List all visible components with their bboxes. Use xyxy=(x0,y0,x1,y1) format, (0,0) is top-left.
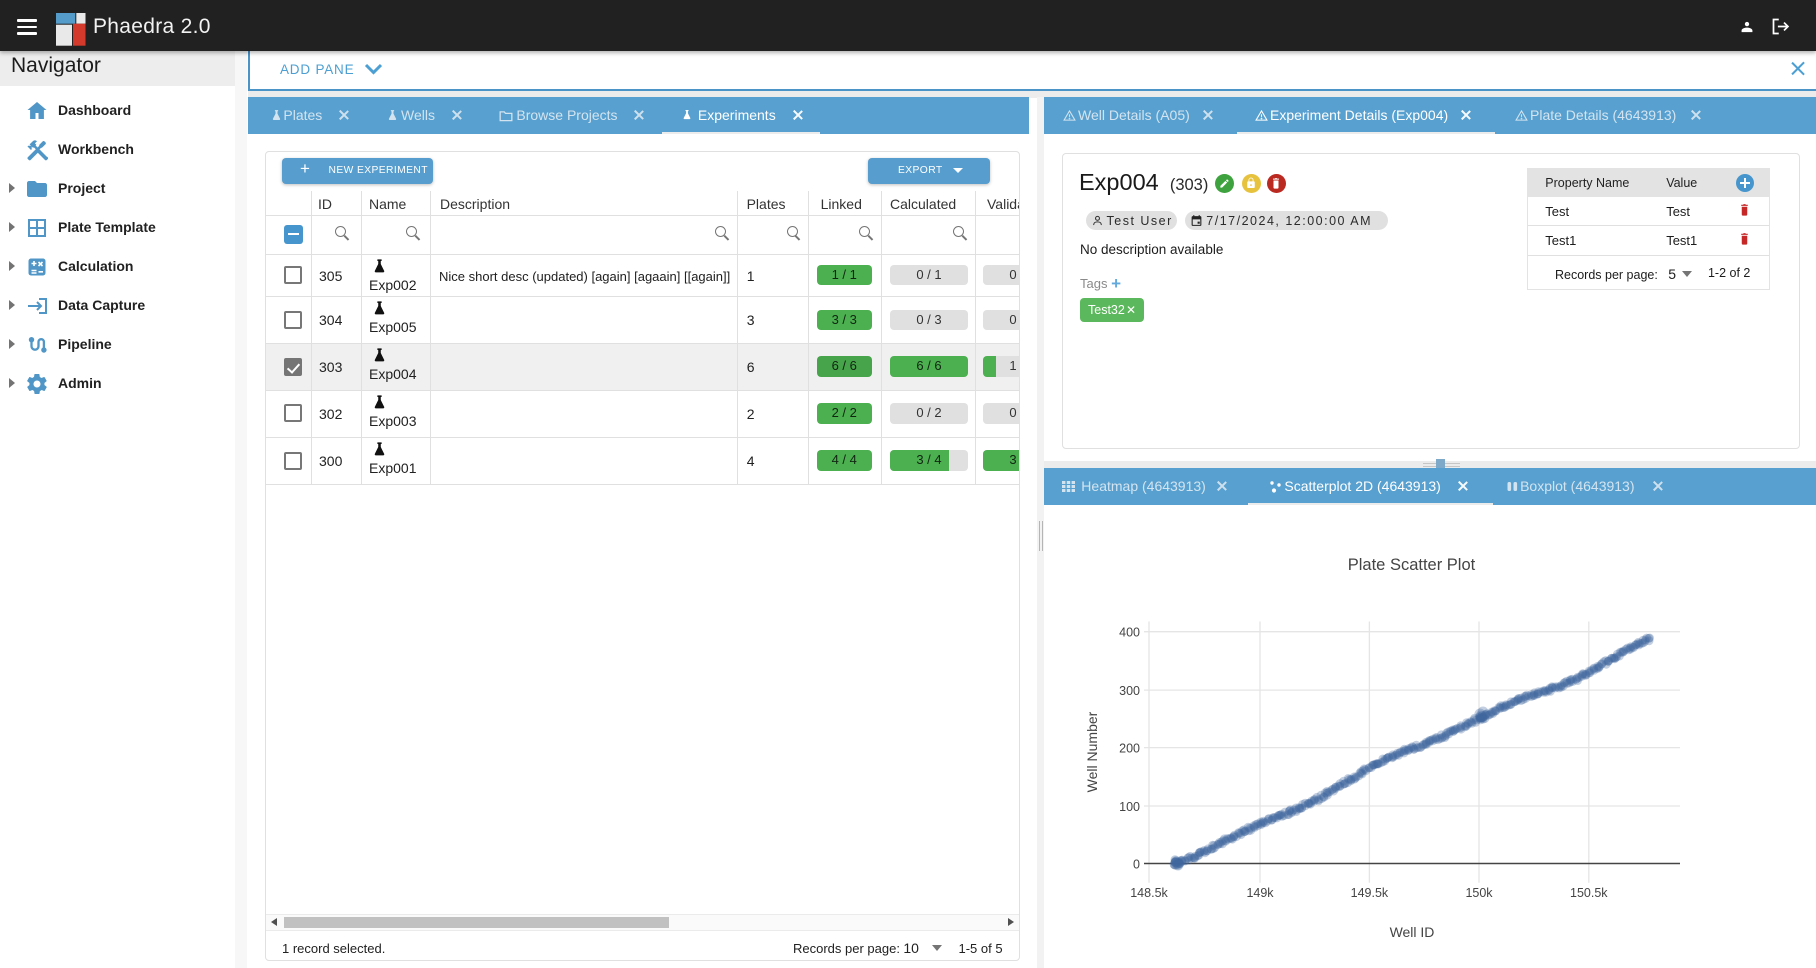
svg-text:200: 200 xyxy=(1119,742,1140,756)
svg-text:150.5k: 150.5k xyxy=(1570,886,1608,900)
svg-text:100: 100 xyxy=(1119,800,1140,814)
svg-text:Plate Scatter Plot: Plate Scatter Plot xyxy=(1348,556,1476,574)
svg-text:300: 300 xyxy=(1119,684,1140,698)
svg-text:148.5k: 148.5k xyxy=(1130,886,1168,900)
svg-text:149.5k: 149.5k xyxy=(1351,886,1389,900)
svg-text:400: 400 xyxy=(1119,626,1140,640)
svg-text:149k: 149k xyxy=(1246,886,1274,900)
svg-text:150k: 150k xyxy=(1465,886,1493,900)
svg-text:Well ID: Well ID xyxy=(1390,924,1435,940)
svg-text:Well Number: Well Number xyxy=(1084,712,1100,793)
svg-text:0: 0 xyxy=(1133,858,1140,872)
